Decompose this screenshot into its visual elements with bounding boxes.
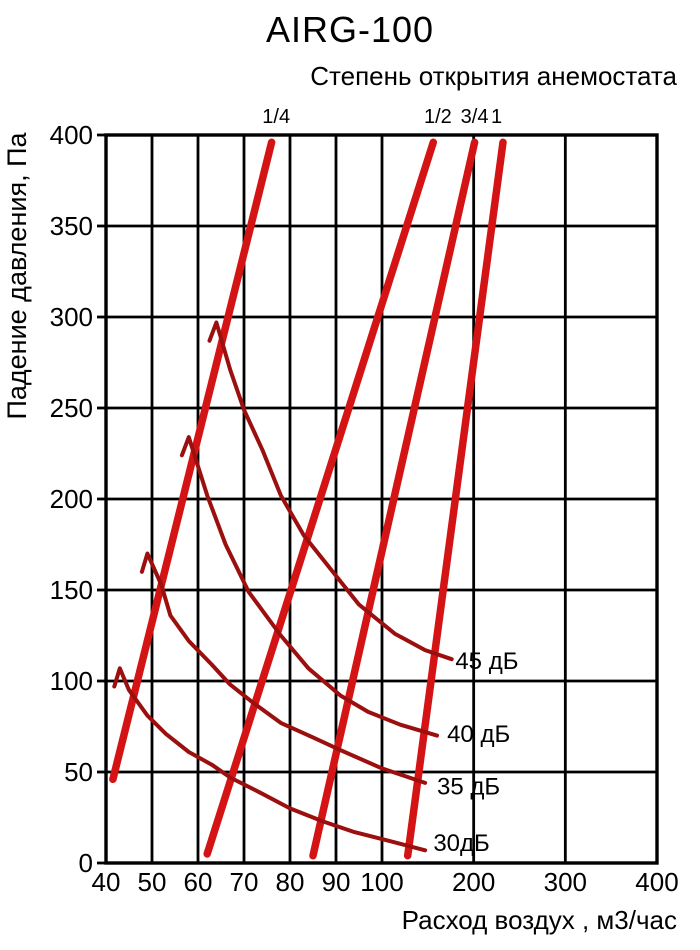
page-title: AIRG-100 xyxy=(265,9,435,50)
curve-noise-40 xyxy=(179,435,439,738)
y-tick-label-250: 250 xyxy=(50,393,93,423)
label-noise-30: 30дБ xyxy=(433,830,489,857)
curve-noise-35 xyxy=(139,551,428,785)
x-tick-label-300: 300 xyxy=(544,867,587,897)
x-tick-label-400: 400 xyxy=(635,867,678,897)
curve-open-1-4 xyxy=(109,138,276,784)
x-tick-label-200: 200 xyxy=(452,867,495,897)
x-tick-label-90: 90 xyxy=(322,867,351,897)
y-tick-label-350: 350 xyxy=(50,211,93,241)
y-tick-label-100: 100 xyxy=(50,666,93,696)
x-tick-label-50: 50 xyxy=(138,867,167,897)
label-open-1-4: 1/4 xyxy=(262,106,290,128)
y-tick-label-50: 50 xyxy=(64,757,93,787)
y-tick-label-200: 200 xyxy=(50,484,93,514)
label-noise-40: 40 дБ xyxy=(447,721,510,748)
x-tick-label-70: 70 xyxy=(230,867,259,897)
label-open-3-4: 3/4 xyxy=(461,106,489,128)
opening-degree-heading: Степень открытия анемостата xyxy=(310,61,677,91)
curve-noise-30 xyxy=(112,666,428,853)
plot-border xyxy=(104,133,659,865)
y-tick-label-300: 300 xyxy=(50,302,93,332)
label-open-1: 1 xyxy=(491,106,502,128)
curve-open-1 xyxy=(403,138,507,860)
x-tick-label-100: 100 xyxy=(360,867,403,897)
label-open-1-2: 1/2 xyxy=(424,106,452,128)
x-axis-title: Расход воздух , м3/час xyxy=(401,905,677,935)
label-noise-35: 35 дБ xyxy=(437,774,500,801)
y-axis-title: Падение давления, Па xyxy=(2,132,32,420)
y-tick-label-150: 150 xyxy=(50,575,93,605)
curve-open-1-2 xyxy=(203,138,438,858)
x-tick-label-80: 80 xyxy=(276,867,305,897)
x-tick-label-40: 40 xyxy=(92,867,121,897)
x-tick-label-60: 60 xyxy=(184,867,213,897)
y-tick-label-0: 0 xyxy=(79,848,93,878)
curve-open-3-4 xyxy=(309,138,479,860)
curve-noise-45 xyxy=(207,320,454,662)
y-tick-label-400: 400 xyxy=(50,120,93,150)
label-noise-45: 45 дБ xyxy=(455,648,518,675)
